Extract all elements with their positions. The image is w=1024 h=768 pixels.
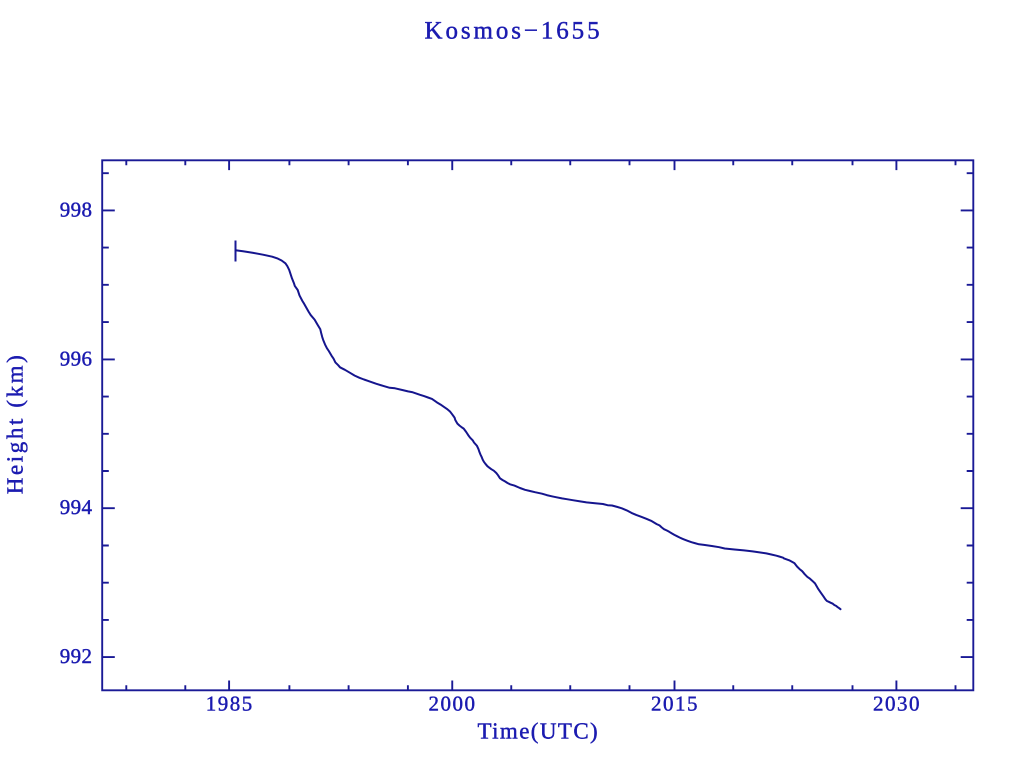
svg-text:Time(UTC): Time(UTC) bbox=[477, 719, 599, 744]
svg-text:992: 992 bbox=[60, 644, 93, 668]
svg-text:Kosmos−1655: Kosmos−1655 bbox=[425, 17, 603, 44]
svg-text:998: 998 bbox=[60, 197, 93, 221]
svg-text:2015: 2015 bbox=[651, 692, 699, 716]
svg-text:2030: 2030 bbox=[873, 692, 921, 716]
svg-text:2000: 2000 bbox=[429, 692, 477, 716]
svg-text:996: 996 bbox=[60, 346, 93, 370]
svg-text:994: 994 bbox=[60, 495, 93, 519]
svg-text:1985: 1985 bbox=[206, 692, 254, 716]
svg-text:Height (km): Height (km) bbox=[3, 353, 28, 495]
